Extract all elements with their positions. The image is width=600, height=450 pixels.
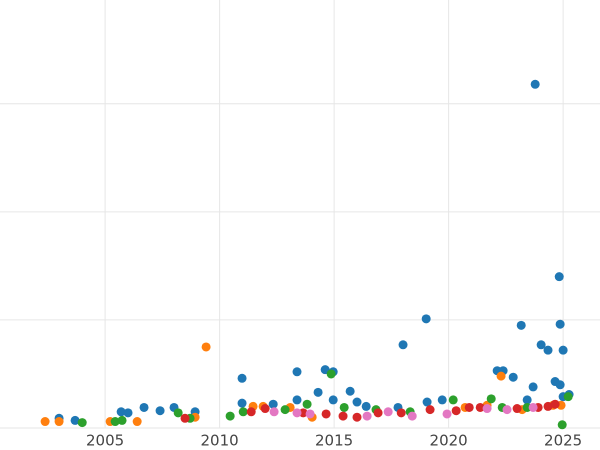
point bbox=[180, 413, 190, 423]
point bbox=[132, 417, 142, 427]
point bbox=[139, 402, 149, 412]
point bbox=[238, 407, 248, 417]
point bbox=[528, 402, 538, 412]
point bbox=[326, 369, 336, 379]
point bbox=[313, 387, 323, 397]
point bbox=[237, 373, 247, 383]
point bbox=[396, 408, 406, 418]
point bbox=[260, 404, 270, 414]
point bbox=[328, 395, 338, 405]
point bbox=[237, 398, 247, 408]
point bbox=[40, 417, 50, 427]
point bbox=[502, 405, 512, 415]
point bbox=[528, 382, 538, 392]
point bbox=[516, 320, 526, 330]
point bbox=[298, 408, 308, 418]
point bbox=[292, 367, 302, 377]
point bbox=[117, 415, 127, 425]
point bbox=[54, 417, 64, 427]
point bbox=[116, 407, 126, 417]
point bbox=[362, 411, 372, 421]
point bbox=[269, 407, 279, 417]
point bbox=[486, 394, 496, 404]
point bbox=[550, 399, 560, 409]
point bbox=[451, 406, 461, 416]
point bbox=[437, 395, 447, 405]
point bbox=[373, 408, 383, 418]
point bbox=[421, 314, 431, 324]
point bbox=[225, 411, 235, 421]
point bbox=[558, 345, 568, 355]
point bbox=[496, 371, 506, 381]
x-tick-label: 2020 bbox=[430, 432, 468, 450]
point bbox=[422, 397, 432, 407]
point bbox=[530, 79, 540, 89]
point bbox=[398, 340, 408, 350]
point bbox=[536, 340, 546, 350]
point bbox=[563, 392, 573, 402]
point bbox=[173, 408, 183, 418]
point bbox=[557, 420, 567, 430]
point bbox=[482, 404, 492, 414]
point bbox=[508, 372, 518, 382]
x-tick-label: 2005 bbox=[86, 432, 124, 450]
point bbox=[554, 272, 564, 282]
point bbox=[522, 395, 532, 405]
point bbox=[352, 412, 362, 422]
point bbox=[155, 406, 165, 416]
point bbox=[70, 415, 80, 425]
point bbox=[555, 380, 565, 390]
point bbox=[543, 401, 553, 411]
x-tick-label: 2015 bbox=[315, 432, 353, 450]
point bbox=[321, 409, 331, 419]
point bbox=[345, 386, 355, 396]
point bbox=[123, 408, 133, 418]
point bbox=[442, 409, 452, 419]
point bbox=[292, 408, 302, 418]
point bbox=[280, 405, 290, 415]
point bbox=[246, 407, 256, 417]
point bbox=[110, 417, 120, 427]
point bbox=[383, 407, 393, 417]
point bbox=[407, 411, 417, 421]
point bbox=[448, 395, 458, 405]
x-tick-label: 2025 bbox=[544, 432, 582, 450]
point bbox=[268, 399, 278, 409]
point bbox=[361, 401, 371, 411]
point bbox=[302, 399, 312, 409]
x-tick-label: 2010 bbox=[201, 432, 239, 450]
point bbox=[77, 418, 87, 428]
point bbox=[339, 402, 349, 412]
point bbox=[305, 409, 315, 419]
point bbox=[464, 402, 474, 412]
point bbox=[555, 319, 565, 329]
point bbox=[201, 342, 211, 352]
point bbox=[352, 397, 362, 407]
point bbox=[475, 402, 485, 412]
point bbox=[512, 404, 522, 414]
point bbox=[338, 411, 348, 421]
point bbox=[425, 405, 435, 415]
point bbox=[292, 395, 302, 405]
point bbox=[543, 345, 553, 355]
